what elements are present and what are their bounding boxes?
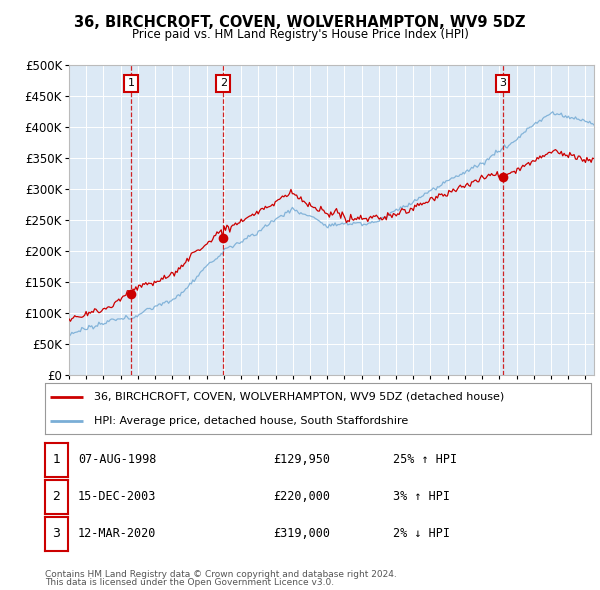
Text: 2: 2 [220,78,227,88]
Text: 3: 3 [499,78,506,88]
Text: 12-MAR-2020: 12-MAR-2020 [78,527,157,540]
Text: 36, BIRCHCROFT, COVEN, WOLVERHAMPTON, WV9 5DZ: 36, BIRCHCROFT, COVEN, WOLVERHAMPTON, WV… [74,15,526,30]
Text: 15-DEC-2003: 15-DEC-2003 [78,490,157,503]
Text: Price paid vs. HM Land Registry's House Price Index (HPI): Price paid vs. HM Land Registry's House … [131,28,469,41]
Text: 1: 1 [52,453,61,466]
Text: 2: 2 [52,490,61,503]
Text: £220,000: £220,000 [273,490,330,503]
Text: 25% ↑ HPI: 25% ↑ HPI [393,453,457,466]
Text: 2% ↓ HPI: 2% ↓ HPI [393,527,450,540]
Text: This data is licensed under the Open Government Licence v3.0.: This data is licensed under the Open Gov… [45,578,334,587]
Text: 36, BIRCHCROFT, COVEN, WOLVERHAMPTON, WV9 5DZ (detached house): 36, BIRCHCROFT, COVEN, WOLVERHAMPTON, WV… [94,392,505,402]
Text: HPI: Average price, detached house, South Staffordshire: HPI: Average price, detached house, Sout… [94,415,409,425]
Text: £319,000: £319,000 [273,527,330,540]
Text: 1: 1 [127,78,134,88]
Text: 07-AUG-1998: 07-AUG-1998 [78,453,157,466]
Text: 3% ↑ HPI: 3% ↑ HPI [393,490,450,503]
Text: Contains HM Land Registry data © Crown copyright and database right 2024.: Contains HM Land Registry data © Crown c… [45,571,397,579]
Text: £129,950: £129,950 [273,453,330,466]
Text: 3: 3 [52,527,61,540]
